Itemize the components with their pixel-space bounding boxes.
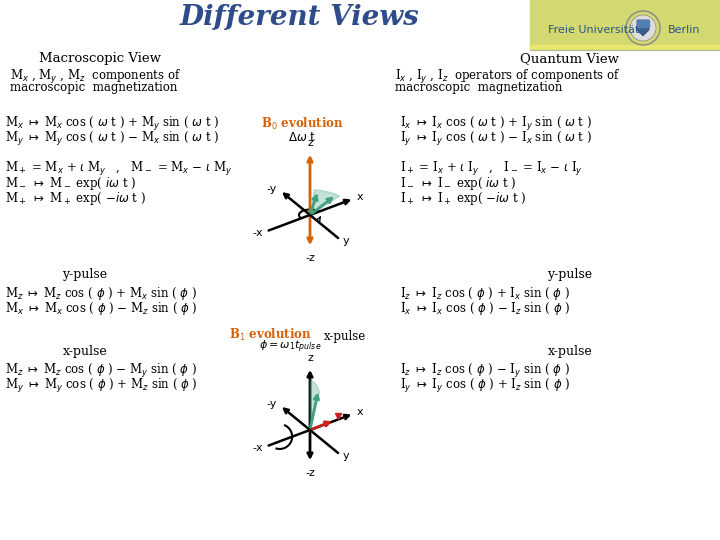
- Text: macroscopic  magnetization: macroscopic magnetization: [10, 81, 177, 94]
- Text: y-pulse: y-pulse: [63, 268, 107, 281]
- Text: x: x: [356, 407, 364, 417]
- Text: I$_-$ $\mapsto$ I$_-$ exp( $i\omega$ t ): I$_-$ $\mapsto$ I$_-$ exp( $i\omega$ t ): [400, 175, 516, 192]
- Text: M$_x$ $\mapsto$ M$_x$ cos ( $\phi$ ) $-$ M$_z$ sin ( $\phi$ ): M$_x$ $\mapsto$ M$_x$ cos ( $\phi$ ) $-$…: [5, 300, 198, 317]
- Text: $\phi = \omega_1 t_{pulse}$: $\phi = \omega_1 t_{pulse}$: [258, 339, 321, 355]
- Text: M$_y$ $\mapsto$ M$_y$ cos ( $\phi$ ) + M$_z$ sin ( $\phi$ ): M$_y$ $\mapsto$ M$_y$ cos ( $\phi$ ) + M…: [5, 377, 198, 395]
- Text: -z: -z: [305, 253, 315, 263]
- Polygon shape: [637, 20, 649, 36]
- Text: M$_x$ $\mapsto$ M$_x$ cos ( $\omega$ t ) + M$_y$ sin ( $\omega$ t ): M$_x$ $\mapsto$ M$_x$ cos ( $\omega$ t )…: [5, 115, 220, 133]
- Text: -y: -y: [266, 399, 277, 409]
- Text: B$_0$ evolution: B$_0$ evolution: [261, 116, 343, 132]
- Text: macroscopic  magnetization: macroscopic magnetization: [395, 81, 562, 94]
- Text: Quantum View: Quantum View: [521, 52, 619, 65]
- Text: -x: -x: [253, 443, 264, 453]
- Text: M$_z$ $\mapsto$ M$_z$ cos ( $\phi$ ) + M$_x$ sin ( $\phi$ ): M$_z$ $\mapsto$ M$_z$ cos ( $\phi$ ) + M…: [5, 285, 197, 302]
- Text: I$_+$ = I$_x$ + $\iota$ I$_y$   ,   I$_-$ = I$_x$ $-$ $\iota$ I$_y$: I$_+$ = I$_x$ + $\iota$ I$_y$ , I$_-$ = …: [400, 160, 583, 178]
- Polygon shape: [310, 381, 320, 430]
- Text: y: y: [343, 451, 350, 461]
- Text: y: y: [343, 237, 350, 246]
- Text: M$_+$ = M$_x$ + $\iota$ M$_y$   ,   M$_-$ = M$_x$ $-$ $\iota$ M$_y$: M$_+$ = M$_x$ + $\iota$ M$_y$ , M$_-$ = …: [5, 160, 233, 178]
- Text: I$_+$ $\mapsto$ I$_+$ exp( $-i\omega$ t ): I$_+$ $\mapsto$ I$_+$ exp( $-i\omega$ t …: [400, 190, 526, 207]
- Bar: [530, 45, 720, 48]
- Text: M$_-$ $\mapsto$ M$_-$ exp( $i\omega$ t ): M$_-$ $\mapsto$ M$_-$ exp( $i\omega$ t ): [5, 175, 136, 192]
- Text: -y: -y: [266, 184, 277, 194]
- Text: $\Delta\omega$ t: $\Delta\omega$ t: [288, 131, 316, 144]
- Text: x: x: [356, 192, 364, 202]
- Circle shape: [630, 15, 656, 41]
- Text: x-pulse: x-pulse: [548, 345, 593, 358]
- Bar: [530, 0, 720, 50]
- Text: Different Views: Different Views: [180, 4, 420, 31]
- Text: I$_y$ $\mapsto$ I$_y$ cos ( $\omega$ t ) $-$ I$_x$ sin ( $\omega$ t ): I$_y$ $\mapsto$ I$_y$ cos ( $\omega$ t )…: [400, 130, 592, 148]
- Text: B$_1$ evolution: B$_1$ evolution: [228, 327, 312, 343]
- Text: z: z: [307, 353, 313, 363]
- Text: I$_x$ $\mapsto$ I$_x$ cos ( $\omega$ t ) + I$_y$ sin ( $\omega$ t ): I$_x$ $\mapsto$ I$_x$ cos ( $\omega$ t )…: [400, 115, 592, 133]
- Text: y-pulse: y-pulse: [547, 268, 593, 281]
- Text: I$_z$ $\mapsto$ I$_z$ cos ( $\phi$ ) $-$ I$_y$ sin ( $\phi$ ): I$_z$ $\mapsto$ I$_z$ cos ( $\phi$ ) $-$…: [400, 362, 570, 380]
- Text: M$_+$ $\mapsto$ M$_+$ exp( $-i\omega$ t ): M$_+$ $\mapsto$ M$_+$ exp( $-i\omega$ t …: [5, 190, 146, 207]
- Text: -z: -z: [305, 468, 315, 478]
- Text: I$_y$ $\mapsto$ I$_y$ cos ( $\phi$ ) + I$_z$ sin ( $\phi$ ): I$_y$ $\mapsto$ I$_y$ cos ( $\phi$ ) + I…: [400, 377, 570, 395]
- Text: x-pulse: x-pulse: [324, 330, 366, 343]
- Text: I$_z$ $\mapsto$ I$_z$ cos ( $\phi$ ) + I$_x$ sin ( $\phi$ ): I$_z$ $\mapsto$ I$_z$ cos ( $\phi$ ) + I…: [400, 285, 570, 302]
- Text: x-pulse: x-pulse: [63, 345, 107, 358]
- Text: z: z: [307, 138, 313, 148]
- Text: Freie Universität: Freie Universität: [548, 25, 639, 35]
- Text: M$_x$ , M$_y$ , M$_z$  components of: M$_x$ , M$_y$ , M$_z$ components of: [10, 68, 181, 86]
- Text: -x: -x: [253, 227, 264, 238]
- Text: M$_y$ $\mapsto$ M$_y$ cos ( $\omega$ t ) $-$ M$_x$ sin ( $\omega$ t ): M$_y$ $\mapsto$ M$_y$ cos ( $\omega$ t )…: [5, 130, 220, 148]
- Text: Berlin: Berlin: [667, 25, 700, 35]
- Polygon shape: [310, 190, 339, 215]
- Bar: [637, 20, 649, 27]
- Text: I$_x$ $\mapsto$ I$_x$ cos ( $\phi$ ) $-$ I$_z$ sin ( $\phi$ ): I$_x$ $\mapsto$ I$_x$ cos ( $\phi$ ) $-$…: [400, 300, 570, 317]
- Text: I$_x$ , I$_y$ , I$_z$  operators of components of: I$_x$ , I$_y$ , I$_z$ operators of compo…: [395, 68, 621, 86]
- Text: Macroscopic View: Macroscopic View: [39, 52, 161, 65]
- Text: M$_z$ $\mapsto$ M$_z$ cos ( $\phi$ ) $-$ M$_y$ sin ( $\phi$ ): M$_z$ $\mapsto$ M$_z$ cos ( $\phi$ ) $-$…: [5, 362, 197, 380]
